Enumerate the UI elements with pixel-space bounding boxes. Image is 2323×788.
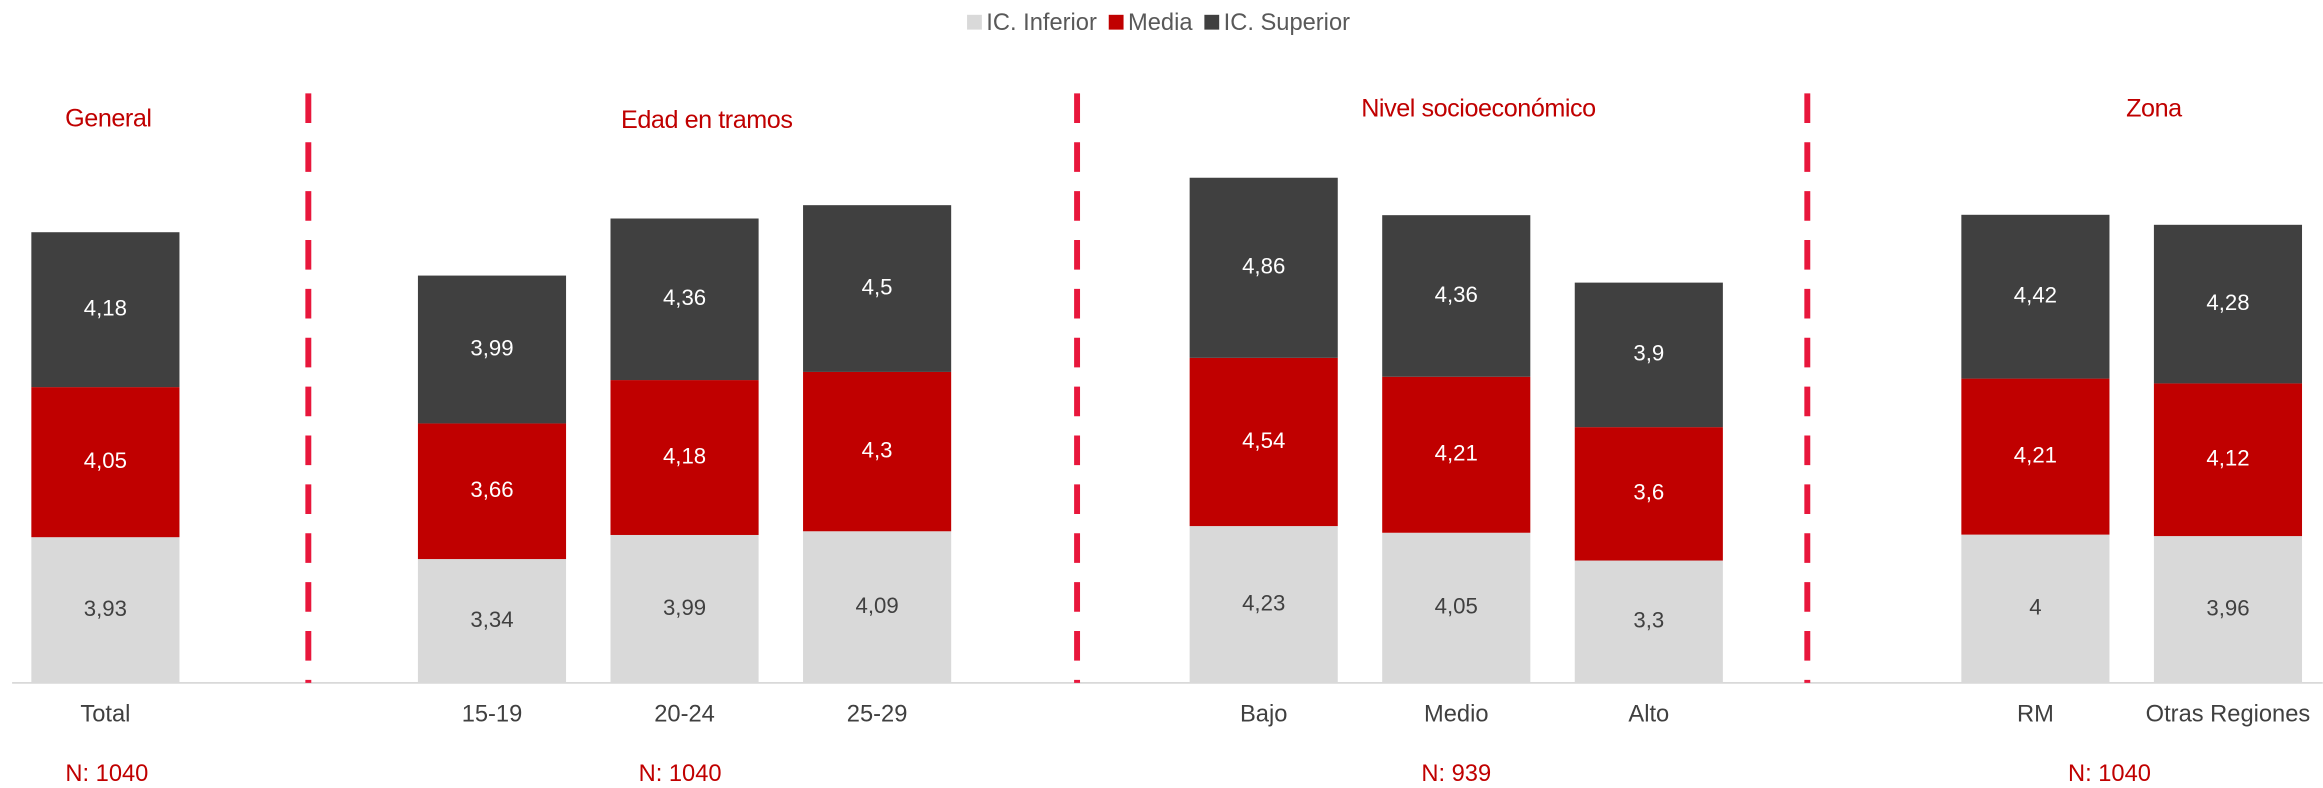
bar-segment xyxy=(2153,536,2303,683)
bar-segment xyxy=(610,534,759,683)
legend-label: IC. Superior xyxy=(1224,10,1350,36)
n-label: N: 939 xyxy=(1421,761,1491,787)
bar-segment xyxy=(417,423,567,560)
x-tick-label: 25-29 xyxy=(847,702,908,728)
n-label: N: 1040 xyxy=(65,761,148,787)
bar-segment xyxy=(2153,224,2303,384)
bar-segment xyxy=(1574,427,1723,561)
bar-segment xyxy=(803,205,952,372)
value-label: 4,42 xyxy=(2014,283,2057,308)
bar-segment xyxy=(417,559,567,683)
x-tick-label: RM xyxy=(2017,702,2054,728)
bar-segment xyxy=(1382,376,1531,533)
x-tick-label: Medio xyxy=(1424,702,1489,728)
bar-segment xyxy=(417,275,567,424)
x-tick-label: Bajo xyxy=(1240,702,1287,728)
bar-segment xyxy=(610,218,759,381)
value-label: 4,23 xyxy=(1242,590,1285,615)
value-label: 4,54 xyxy=(1242,428,1285,453)
n-label: N: 1040 xyxy=(639,761,722,787)
x-tick-label: 20-24 xyxy=(654,702,715,728)
value-label: 4 xyxy=(2029,595,2041,620)
bar-segment xyxy=(31,537,180,683)
bar-segment xyxy=(1189,357,1338,527)
value-label: 3,96 xyxy=(2206,595,2249,620)
x-tick-label: Total xyxy=(80,702,130,728)
value-label: 4,18 xyxy=(663,443,706,468)
bar-segment xyxy=(31,232,180,388)
value-label: 3,6 xyxy=(1633,480,1664,505)
value-label: 3,99 xyxy=(663,595,706,620)
value-label: 4,21 xyxy=(2014,442,2057,467)
legend-label: Media xyxy=(1128,10,1193,36)
value-label: 4,5 xyxy=(862,274,893,299)
legend-label: IC. Inferior xyxy=(986,10,1097,36)
bar-segment xyxy=(803,371,952,532)
bar-segment xyxy=(1189,526,1338,683)
value-label: 4,05 xyxy=(1435,594,1478,619)
x-tick-label: Alto xyxy=(1628,702,1669,728)
value-label: 3,93 xyxy=(84,596,127,621)
value-label: 3,66 xyxy=(470,477,513,502)
bar-segment xyxy=(1961,534,2110,683)
value-label: 4,18 xyxy=(84,296,127,321)
bar-segment xyxy=(1189,177,1338,358)
value-label: 3,99 xyxy=(470,335,513,360)
value-label: 4,09 xyxy=(855,593,898,618)
value-label: 4,28 xyxy=(2206,290,2249,315)
n-label: N: 1040 xyxy=(2068,761,2151,787)
group-title: Edad en tramos xyxy=(621,106,792,134)
group-title: Zona xyxy=(2126,94,2182,122)
value-label: 4,86 xyxy=(1242,254,1285,279)
bar-segment xyxy=(803,531,952,683)
value-label: 4,36 xyxy=(1435,282,1478,307)
value-label: 4,36 xyxy=(663,285,706,310)
value-label: 3,9 xyxy=(1633,341,1664,366)
value-label: 4,21 xyxy=(1435,441,1478,466)
legend-swatch xyxy=(967,14,982,30)
bar-segment xyxy=(31,387,180,538)
value-label: 4,12 xyxy=(2206,446,2249,471)
bar-segment xyxy=(1961,378,2110,535)
bar-segment xyxy=(1574,560,1723,683)
legend-swatch xyxy=(1204,14,1220,30)
group-title: General xyxy=(65,105,151,133)
bar-segment xyxy=(1382,215,1531,377)
value-label: 4,3 xyxy=(862,437,893,462)
group-title: Nivel socioeconómico xyxy=(1361,94,1596,122)
bar-segment xyxy=(1574,282,1723,428)
value-label: 3,34 xyxy=(470,607,513,632)
bar-segment xyxy=(2153,383,2303,537)
value-label: 4,05 xyxy=(84,448,127,473)
x-tick-label: 15-19 xyxy=(462,702,523,728)
bar-segment xyxy=(610,380,759,535)
bar-segment xyxy=(1961,214,2110,379)
legend-swatch xyxy=(1108,14,1124,30)
value-label: 3,3 xyxy=(1633,608,1664,633)
x-tick-label: Otras Regiones xyxy=(2146,702,2311,728)
bar-segment xyxy=(1382,532,1531,683)
